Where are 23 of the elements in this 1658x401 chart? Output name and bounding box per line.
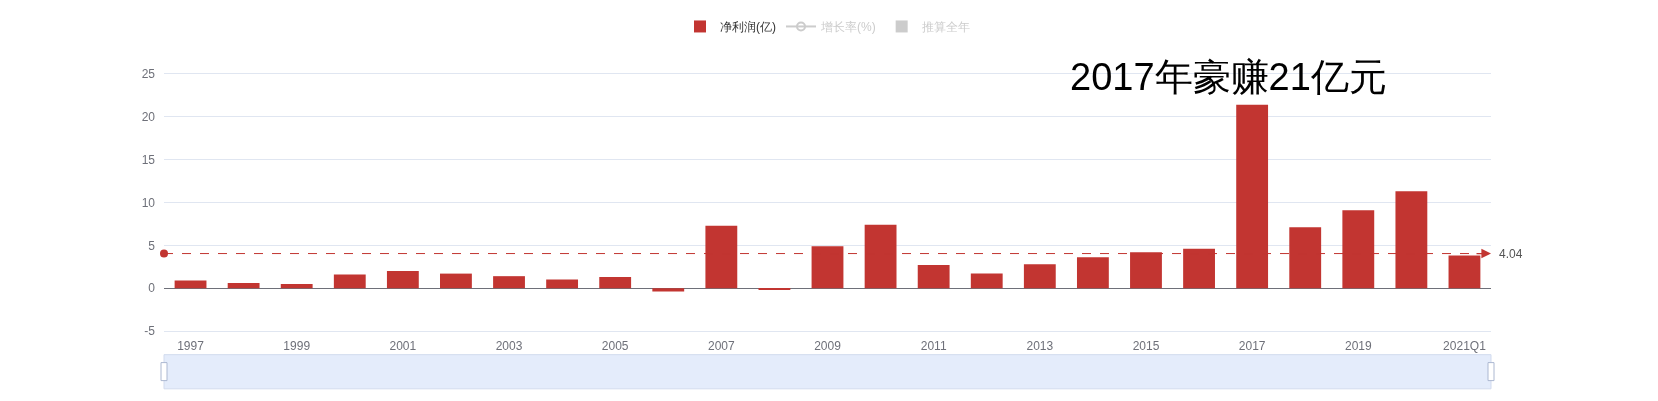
annotation: 2017年豪赚21亿元 <box>1070 56 1387 98</box>
y-tick-label: 0 <box>148 281 156 296</box>
legend-label: 净利润(亿) <box>720 20 776 35</box>
x-tick-label: 2021Q1 <box>1443 339 1487 354</box>
x-tick-label: 2013 <box>1026 339 1054 354</box>
x-tick-label: 2015 <box>1132 339 1160 354</box>
x-tick-label: 2007 <box>707 339 736 354</box>
x-tick-label: 2009 <box>814 339 842 354</box>
y-tick-label: 15 <box>141 152 156 167</box>
y-tick-label: 25 <box>141 67 156 82</box>
x-tick-label: 2001 <box>389 339 417 354</box>
x-tick-label: 1997 <box>177 339 205 354</box>
x-tick-label: 2005 <box>601 339 629 354</box>
y-tick-label: 20 <box>141 110 156 125</box>
x-tick-label: 2019 <box>1344 339 1372 354</box>
y-tick-label: -5 <box>144 324 156 339</box>
x-tick-label: 2003 <box>495 339 523 354</box>
x-tick-label: 1999 <box>283 339 311 354</box>
y-tick-label: 10 <box>141 195 156 210</box>
x-tick-label: 2017 <box>1238 339 1266 354</box>
ref-line-label: 4.04 <box>1499 247 1523 261</box>
y-tick-label: 5 <box>148 238 156 253</box>
x-tick-label: 2011 <box>920 339 947 354</box>
